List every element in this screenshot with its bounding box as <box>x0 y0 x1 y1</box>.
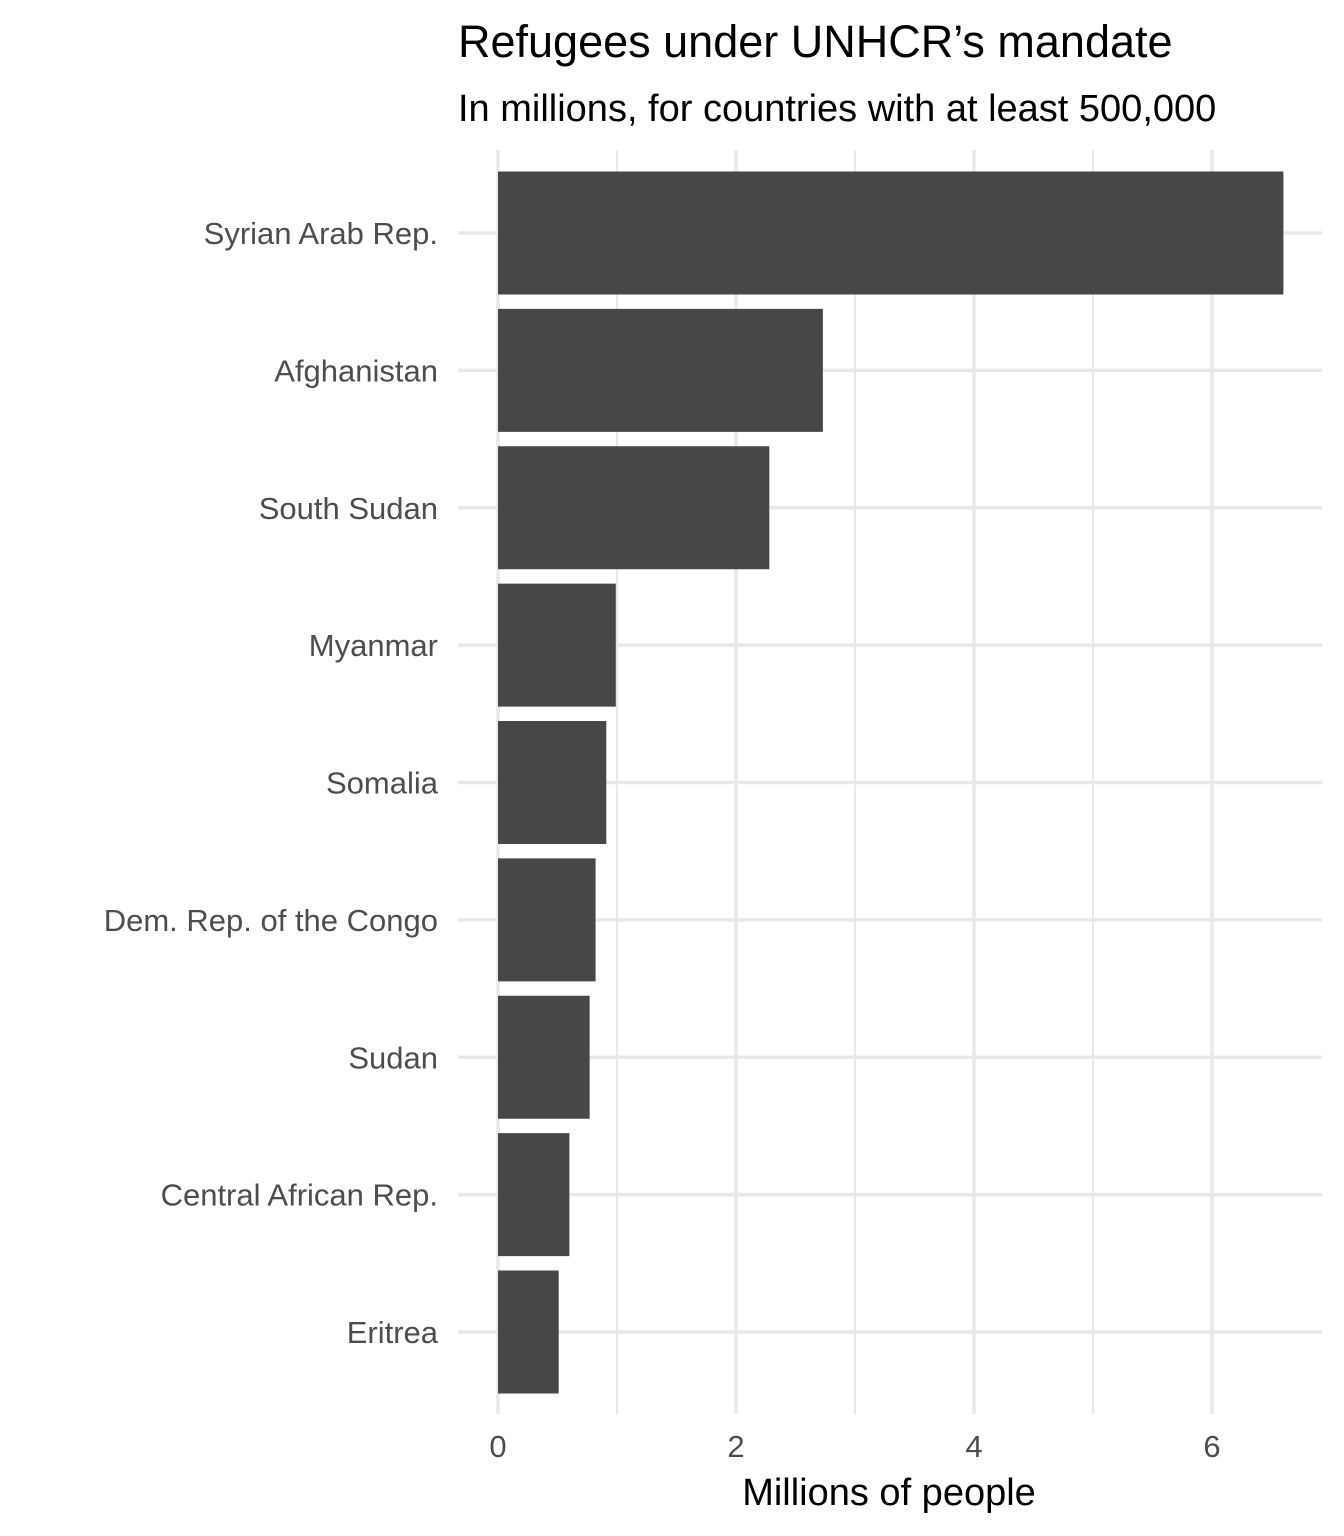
bar <box>498 1133 570 1257</box>
category-label: Somalia <box>326 766 439 801</box>
category-label: Myanmar <box>309 628 438 663</box>
bar <box>498 583 616 707</box>
x-axis-title: Millions of people <box>742 1472 1036 1514</box>
bar <box>498 1270 559 1394</box>
category-label: Syrian Arab Rep. <box>204 216 438 251</box>
bar <box>498 171 1284 295</box>
x-tick-label: 4 <box>965 1429 982 1464</box>
x-tick-labels: 0 2 4 6 <box>489 1429 1220 1464</box>
category-label: Sudan <box>348 1040 438 1075</box>
bars <box>498 171 1284 1394</box>
x-tick-label: 2 <box>727 1429 744 1464</box>
bar <box>498 308 823 432</box>
chart-title: Refugees under UNHCR’s mandate <box>458 16 1173 67</box>
bar <box>498 721 607 844</box>
category-label: Dem. Rep. of the Congo <box>104 903 438 938</box>
x-tick-label: 0 <box>489 1429 506 1464</box>
category-label: Eritrea <box>347 1315 439 1350</box>
bar <box>498 995 590 1119</box>
category-label: Central African Rep. <box>161 1178 438 1213</box>
chart-subtitle: In millions, for countries with at least… <box>458 88 1216 130</box>
category-labels: Syrian Arab Rep. Afghanistan South Sudan My… <box>104 216 439 1350</box>
bar <box>498 858 596 982</box>
category-label: South Sudan <box>259 491 438 526</box>
x-tick-label: 6 <box>1203 1429 1220 1464</box>
category-label: Afghanistan <box>274 353 438 388</box>
bar <box>498 446 770 570</box>
